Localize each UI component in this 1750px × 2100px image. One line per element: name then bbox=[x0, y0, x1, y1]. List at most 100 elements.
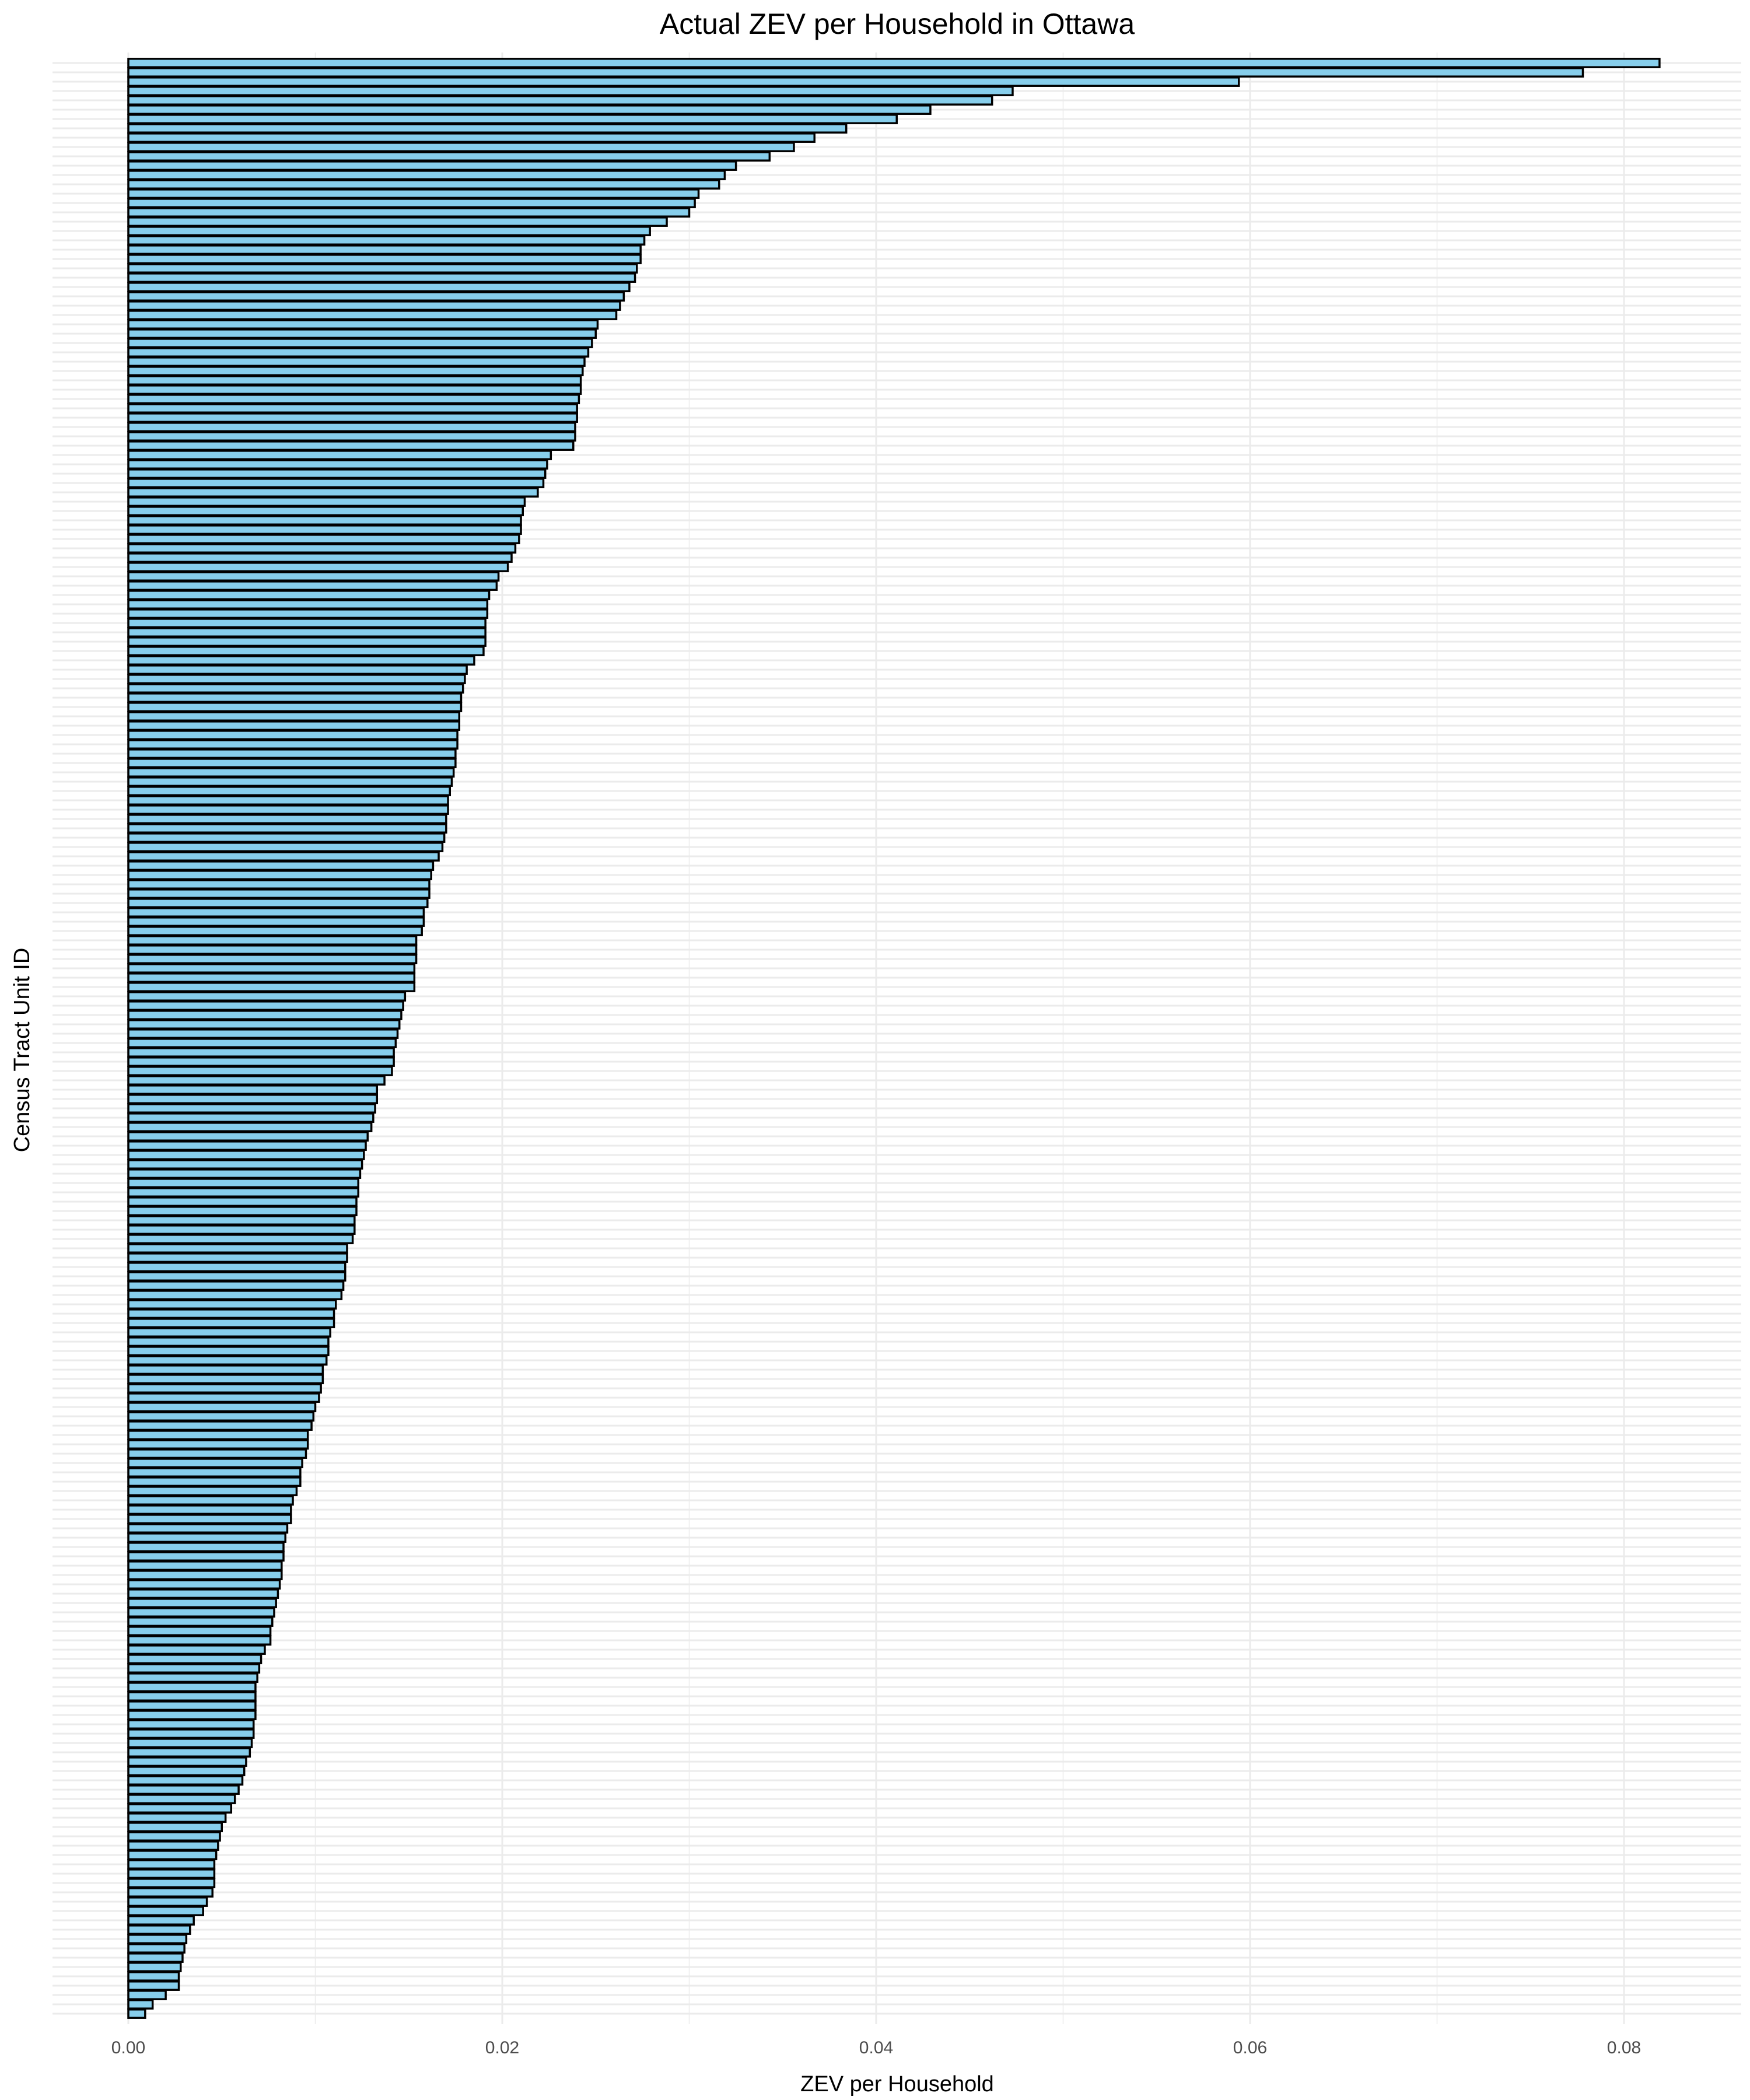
bar bbox=[127, 1542, 285, 1552]
bar bbox=[127, 1756, 247, 1767]
bar bbox=[127, 1635, 272, 1646]
bar bbox=[127, 1514, 292, 1524]
bar bbox=[127, 132, 816, 143]
bar bbox=[127, 1122, 373, 1132]
x-axis-title: ZEV per Household bbox=[800, 2072, 994, 2096]
bar bbox=[127, 2008, 146, 2019]
bar bbox=[127, 1859, 216, 1870]
bar bbox=[127, 1775, 244, 1786]
bar bbox=[127, 356, 586, 367]
bar bbox=[127, 1560, 283, 1571]
bar bbox=[127, 1150, 365, 1160]
bar bbox=[127, 450, 552, 460]
bar bbox=[127, 1392, 320, 1403]
bar bbox=[127, 1010, 402, 1020]
bar bbox=[127, 1850, 218, 1860]
bar bbox=[127, 1831, 221, 1842]
bar bbox=[127, 1178, 359, 1188]
bar bbox=[127, 1159, 363, 1170]
bar bbox=[127, 1094, 379, 1104]
bar bbox=[127, 534, 520, 544]
bar bbox=[127, 1140, 367, 1151]
bar bbox=[127, 58, 1661, 68]
bar bbox=[127, 618, 487, 628]
bar bbox=[127, 226, 651, 236]
bar bbox=[127, 1943, 186, 1954]
bar bbox=[127, 664, 468, 675]
bar bbox=[127, 291, 625, 302]
bar bbox=[127, 347, 590, 358]
bar bbox=[127, 1336, 330, 1347]
bar bbox=[127, 1271, 346, 1282]
bar bbox=[127, 440, 575, 451]
bar bbox=[127, 338, 593, 348]
bar bbox=[127, 1794, 236, 1804]
bar bbox=[127, 888, 430, 899]
bar bbox=[127, 1252, 348, 1263]
bar bbox=[127, 1924, 191, 1935]
bar bbox=[127, 1243, 348, 1254]
bar bbox=[127, 916, 425, 927]
bar bbox=[127, 1224, 356, 1235]
bar bbox=[127, 1840, 219, 1851]
x-tick-label: 0.08 bbox=[1607, 2038, 1641, 2057]
bar bbox=[127, 1980, 180, 1991]
bar bbox=[127, 244, 642, 255]
bar bbox=[127, 1588, 279, 1599]
bar bbox=[127, 879, 430, 890]
bar bbox=[127, 1990, 167, 2000]
bar bbox=[127, 804, 449, 815]
bar bbox=[127, 991, 407, 1002]
bar bbox=[127, 478, 545, 488]
bar bbox=[127, 1999, 154, 2010]
bar bbox=[127, 1467, 302, 1478]
bar bbox=[127, 1878, 216, 1888]
bar bbox=[127, 300, 621, 311]
bar bbox=[127, 748, 457, 759]
bar bbox=[127, 739, 459, 750]
bar bbox=[127, 851, 440, 862]
bar bbox=[127, 1411, 315, 1422]
bar bbox=[127, 1234, 354, 1244]
bar bbox=[127, 1187, 359, 1198]
bar bbox=[127, 683, 464, 694]
bar bbox=[127, 552, 513, 563]
bar bbox=[127, 1766, 246, 1776]
bar bbox=[127, 506, 524, 516]
bar bbox=[127, 319, 599, 330]
bar bbox=[127, 702, 463, 712]
bar bbox=[127, 95, 993, 106]
bar bbox=[127, 272, 636, 283]
bar bbox=[127, 926, 423, 936]
bar bbox=[127, 1486, 298, 1496]
bar bbox=[127, 1430, 309, 1440]
bar bbox=[127, 814, 447, 824]
bar bbox=[127, 1644, 266, 1655]
bar bbox=[127, 720, 461, 731]
bar bbox=[127, 627, 487, 638]
bar bbox=[127, 1822, 223, 1832]
bar bbox=[127, 1663, 261, 1674]
bar bbox=[127, 431, 576, 442]
y-axis-title: Census Tract Unit ID bbox=[10, 948, 34, 1153]
bar bbox=[127, 963, 416, 974]
bar bbox=[127, 151, 771, 162]
bar bbox=[127, 1028, 399, 1039]
bar bbox=[127, 758, 457, 768]
bar bbox=[127, 188, 700, 199]
bar bbox=[127, 608, 489, 619]
bar bbox=[127, 468, 547, 479]
x-tick-label: 0.06 bbox=[1233, 2038, 1267, 2057]
bar bbox=[127, 1672, 258, 1683]
bar bbox=[127, 832, 446, 843]
bar bbox=[127, 1131, 369, 1142]
bar bbox=[127, 1654, 262, 1664]
bar bbox=[127, 860, 435, 871]
bar bbox=[127, 935, 418, 946]
bar bbox=[127, 1598, 277, 1608]
bar bbox=[127, 823, 447, 834]
bar bbox=[127, 524, 522, 535]
x-tick-label: 0.02 bbox=[485, 2038, 519, 2057]
bar bbox=[127, 1962, 182, 1972]
